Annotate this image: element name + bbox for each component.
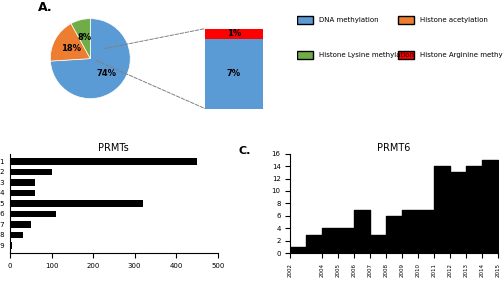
Text: 7%: 7% (227, 69, 241, 78)
FancyBboxPatch shape (297, 51, 313, 58)
Title: PRMT6: PRMT6 (377, 143, 411, 153)
Title: PRMTs: PRMTs (99, 143, 129, 153)
Text: C.: C. (238, 145, 251, 156)
Text: DNA methylation: DNA methylation (319, 17, 379, 23)
Bar (10, 179, 35, 186)
Bar (10, 232, 23, 238)
Text: Histone Lysine methylation: Histone Lysine methylation (319, 52, 414, 58)
Bar (10, 190, 35, 196)
Wedge shape (50, 19, 130, 98)
Bar (10, 242, 12, 249)
Text: 18%: 18% (61, 43, 81, 52)
Text: Histone acetylation: Histone acetylation (420, 17, 487, 23)
Bar (10, 221, 31, 228)
Bar (10, 168, 52, 175)
Text: 74%: 74% (97, 69, 116, 78)
Text: A.: A. (38, 1, 53, 14)
Text: Histone Arginine methylation: Histone Arginine methylation (420, 52, 503, 58)
Text: 1%: 1% (227, 29, 241, 38)
FancyBboxPatch shape (398, 51, 413, 58)
FancyBboxPatch shape (297, 16, 313, 24)
Bar (10, 158, 197, 165)
Wedge shape (50, 24, 91, 61)
Text: 8%: 8% (78, 33, 92, 42)
Wedge shape (71, 19, 91, 58)
FancyBboxPatch shape (398, 16, 413, 24)
Bar (10, 200, 143, 207)
Bar (10, 211, 56, 217)
Bar (205, 39, 263, 109)
Bar (205, 29, 263, 39)
